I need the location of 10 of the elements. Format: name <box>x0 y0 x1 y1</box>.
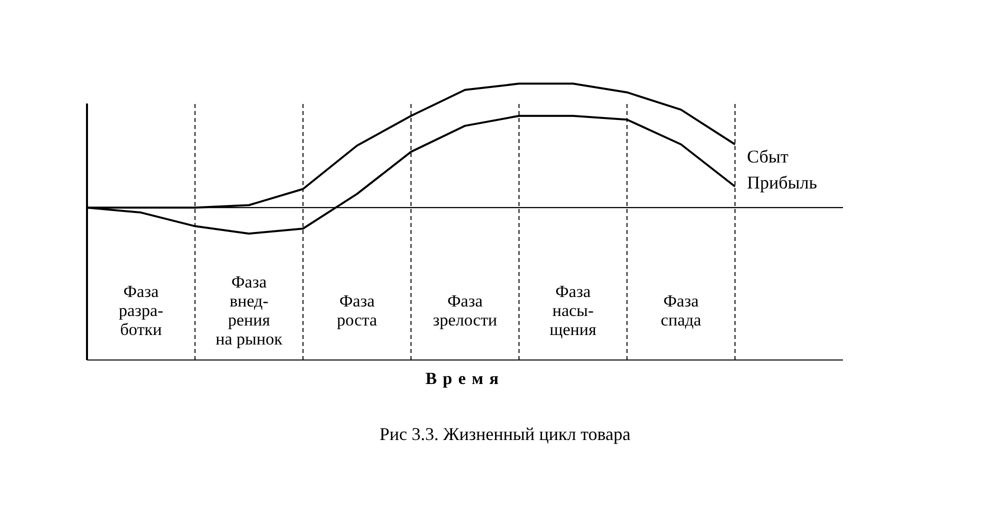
x-tick-label: Фаза зрелости <box>432 292 498 330</box>
x-axis-title: Время <box>425 369 505 388</box>
series-label: Прибыль <box>747 172 818 193</box>
x-tick-label: Фаза насы- щения <box>550 282 597 339</box>
x-tick-label: Фаза внед- рения на рынок <box>216 272 284 348</box>
series-label: Сбыт <box>747 146 788 166</box>
x-tick-label: Фаза спада <box>660 292 702 330</box>
x-tick-label: Фаза разра- ботки <box>118 282 164 339</box>
text: Рис 3.3. Жизненный цикл товара <box>378 424 632 445</box>
x-tick-label: Фаза роста <box>336 292 378 330</box>
